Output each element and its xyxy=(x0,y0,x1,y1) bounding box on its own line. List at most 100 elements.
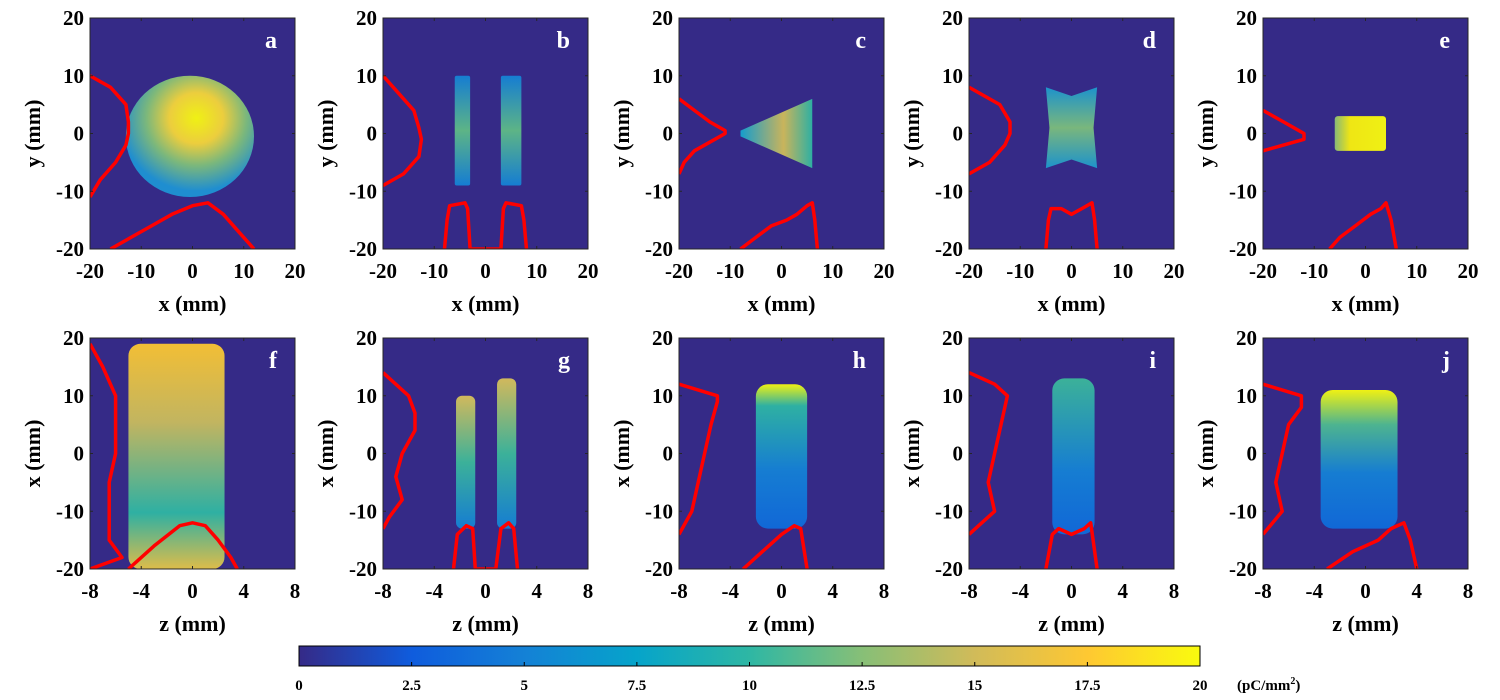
panel-letter: c xyxy=(855,28,866,54)
x-axis-label: x (mm) xyxy=(452,291,520,316)
y-tick-label: -20 xyxy=(349,237,377,261)
x-tick-label: 0 xyxy=(480,259,491,283)
panel-letter: g xyxy=(558,348,570,374)
colorbar-tick-label: 2.5 xyxy=(402,678,421,694)
panel-letter: a xyxy=(265,28,277,54)
x-tick-label: 4 xyxy=(239,579,250,603)
y-tick-label: -20 xyxy=(645,237,673,261)
intensity-shape xyxy=(500,75,522,186)
plot-area xyxy=(383,18,588,249)
y-axis-label: x (mm) xyxy=(899,420,924,488)
x-tick-label: -8 xyxy=(1254,579,1272,603)
profile-horizontal xyxy=(1044,521,1099,569)
y-tick-label: -10 xyxy=(645,499,673,523)
x-tick-label: -4 xyxy=(426,579,444,603)
y-tick-label: 0 xyxy=(74,122,85,146)
y-axis-label: y (mm) xyxy=(313,100,338,168)
y-tick-label: -10 xyxy=(645,179,673,203)
x-tick-label: 0 xyxy=(1066,259,1077,283)
y-tick-label: -20 xyxy=(645,557,673,581)
x-tick-label: 0 xyxy=(187,259,198,283)
x-axis-label: z (mm) xyxy=(452,611,519,636)
profile-horizontal xyxy=(1326,521,1419,569)
intensity-shape xyxy=(1045,87,1098,169)
panel-b: -20 -10 0 10 20 20 10 0 -10 -20 x (mm) y (mm) b xyxy=(313,6,599,316)
intensity-shape xyxy=(1052,378,1095,535)
panel-letter: d xyxy=(1143,28,1157,54)
y-tick-label: 10 xyxy=(652,384,673,408)
colorbar-tick-label: 0 xyxy=(295,678,303,694)
x-tick-label: -20 xyxy=(665,259,693,283)
x-tick-label: 0 xyxy=(187,579,198,603)
y-tick-label: 20 xyxy=(1236,326,1257,350)
intensity-shape xyxy=(497,378,517,529)
y-tick-label: -10 xyxy=(935,499,963,523)
panel-f: -8 -4 0 4 8 20 10 0 -10 -20 z (mm) x (mm) f xyxy=(20,326,300,636)
x-tick-label: -4 xyxy=(133,579,151,603)
x-tick-label: -8 xyxy=(374,579,392,603)
profile-vertical xyxy=(90,342,124,569)
colorbar-tick-label: 15 xyxy=(967,678,982,694)
x-tick-label: 0 xyxy=(776,259,787,283)
y-axis-label: x (mm) xyxy=(20,420,45,488)
x-tick-label: 10 xyxy=(822,259,843,283)
y-tick-label: 10 xyxy=(1236,64,1257,88)
x-tick-label: -10 xyxy=(716,259,744,283)
x-axis-label: z (mm) xyxy=(748,611,815,636)
y-tick-label: -20 xyxy=(935,237,963,261)
y-axis-label: x (mm) xyxy=(609,420,634,488)
y-tick-label: 20 xyxy=(1236,6,1257,30)
x-tick-label: 8 xyxy=(583,579,594,603)
y-tick-label: 10 xyxy=(652,64,673,88)
x-tick-label: -4 xyxy=(1012,579,1030,603)
intensity-shape xyxy=(125,75,254,198)
x-tick-label: -8 xyxy=(960,579,978,603)
panel-letter: b xyxy=(557,28,570,54)
y-tick-label: 20 xyxy=(942,6,963,30)
y-tick-label: -20 xyxy=(1229,557,1257,581)
profile-vertical xyxy=(679,97,727,175)
panel-letter: e xyxy=(1439,28,1450,54)
x-tick-label: -10 xyxy=(1300,259,1328,283)
profile-horizontal xyxy=(1044,201,1099,249)
y-tick-label: 10 xyxy=(356,64,377,88)
y-tick-label: 0 xyxy=(663,442,674,466)
y-tick-label: -20 xyxy=(1229,237,1257,261)
x-axis-label: z (mm) xyxy=(159,611,226,636)
panel-letter: i xyxy=(1149,348,1156,374)
y-tick-label: 0 xyxy=(1247,442,1258,466)
y-tick-label: 0 xyxy=(367,122,378,146)
x-tick-label: -8 xyxy=(81,579,99,603)
y-tick-label: 10 xyxy=(1236,384,1257,408)
y-tick-label: -10 xyxy=(349,179,377,203)
x-tick-label: -10 xyxy=(420,259,448,283)
x-tick-label: 4 xyxy=(828,579,839,603)
x-tick-label: -4 xyxy=(1306,579,1324,603)
intensity-shape xyxy=(740,98,813,169)
plot-area xyxy=(383,338,588,569)
panel-g: -8 -4 0 4 8 20 10 0 -10 -20 z (mm) x (mm) g xyxy=(313,326,593,636)
x-tick-label: 4 xyxy=(532,579,543,603)
y-axis-label: y (mm) xyxy=(1193,100,1218,168)
y-tick-label: -20 xyxy=(56,237,84,261)
panel-j: -8 -4 0 4 8 20 10 0 -10 -20 z (mm) x (mm) j xyxy=(1193,326,1473,636)
profile-vertical xyxy=(383,371,417,530)
y-tick-label: -10 xyxy=(349,499,377,523)
x-tick-label: -8 xyxy=(670,579,688,603)
colorbar-tick-label: 17.5 xyxy=(1074,678,1100,694)
intensity-shape xyxy=(1334,116,1386,151)
y-tick-label: -10 xyxy=(1229,499,1257,523)
x-tick-label: -20 xyxy=(369,259,397,283)
y-axis-label: x (mm) xyxy=(313,420,338,488)
x-tick-label: 20 xyxy=(1164,259,1185,283)
y-tick-label: 20 xyxy=(942,326,963,350)
colorbar-tick-label: 20 xyxy=(1193,678,1208,694)
y-tick-label: 0 xyxy=(953,442,964,466)
y-tick-label: 20 xyxy=(652,326,673,350)
panel-d: -20 -10 0 10 20 20 10 0 -10 -20 x (mm) y (mm) d xyxy=(899,6,1185,316)
y-tick-label: -20 xyxy=(349,557,377,581)
y-tick-label: -20 xyxy=(56,557,84,581)
profile-vertical xyxy=(1263,382,1304,536)
panel-h: -8 -4 0 4 8 20 10 0 -10 -20 z (mm) x (mm) h xyxy=(609,326,889,636)
